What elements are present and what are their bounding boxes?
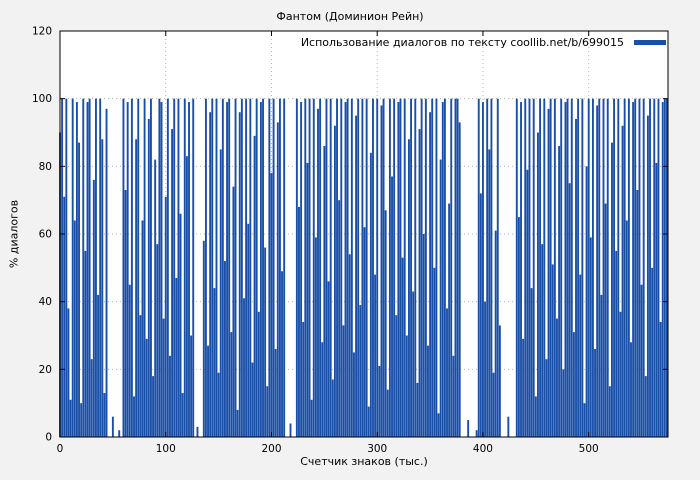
x-tick-label: 400 [473,443,493,455]
bars [59,98,668,438]
y-tick-label: 100 [32,93,52,105]
y-axis-label: % диалогов [7,199,21,269]
axes [59,30,669,438]
y-tick-label: 0 [45,432,52,444]
legend-swatch [634,40,666,45]
x-tick-label: 200 [261,443,281,455]
tick-labels: 0 100 200 300 400 500 0 20 40 60 80 100 120 [32,26,599,456]
y-tick-label: 20 [39,364,52,376]
x-tick-label: 100 [156,443,176,455]
chart-title: Фантом (Доминион Рейн) [276,10,424,23]
x-tick-label: 500 [579,443,599,455]
y-tick-label: 40 [39,296,52,308]
y-tick-label: 60 [39,229,52,241]
x-axis-label: Счетчик знаков (тыс.) [300,455,428,468]
legend-label: Использование диалогов по тексту coollib… [300,36,624,49]
x-tick-label: 0 [57,443,64,455]
legend: Использование диалогов по тексту coollib… [301,36,666,49]
y-tick-label: 80 [39,161,52,173]
y-tick-label: 120 [32,26,52,38]
x-tick-label: 300 [367,443,387,455]
